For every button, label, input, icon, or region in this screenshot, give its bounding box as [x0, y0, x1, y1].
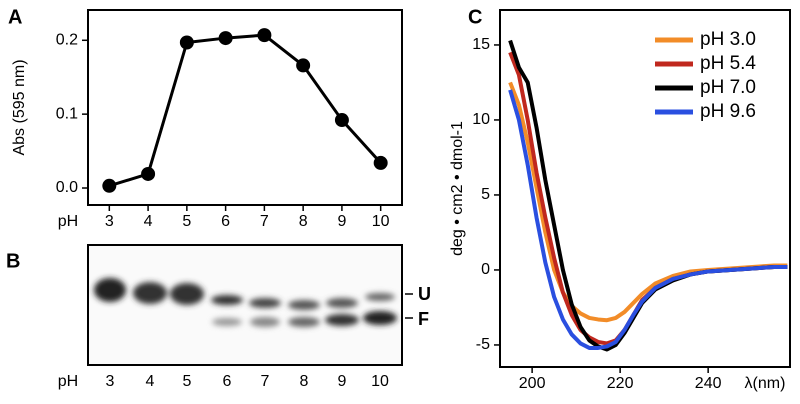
data-point — [179, 35, 194, 50]
y-tick-label: 5 — [481, 186, 490, 203]
y-tick-label: 0 — [481, 261, 490, 278]
y-tick-label: 15 — [472, 36, 490, 53]
x-tick-label: 5 — [182, 213, 191, 230]
plot-frame — [87, 9, 403, 206]
x-axis-label: pH — [58, 213, 78, 230]
data-line — [508, 89, 788, 350]
plot-frame — [499, 9, 791, 368]
x-tick-label: 240 — [695, 375, 722, 392]
data-point — [257, 28, 272, 43]
data-point — [334, 113, 349, 128]
band-label: U — [418, 284, 431, 304]
data-point — [102, 178, 117, 193]
lane-label: 6 — [223, 373, 232, 390]
gel-bands — [94, 278, 397, 327]
x-tick-label: 8 — [299, 213, 308, 230]
data-point — [373, 155, 388, 170]
lane-label: 9 — [338, 373, 347, 390]
data-point — [141, 166, 156, 181]
data-line — [108, 33, 382, 188]
legend-label: pH 9.6 — [700, 101, 756, 122]
lane-label: 7 — [261, 373, 270, 390]
data-point — [296, 58, 311, 73]
band-label: F — [418, 309, 429, 329]
x-tick-label: 3 — [105, 213, 114, 230]
y-tick-label: -5 — [476, 336, 490, 353]
panel-label: A — [8, 6, 22, 28]
y-tick-label: 0.1 — [56, 105, 78, 122]
y-axis-label: Abs (595 nm) — [11, 59, 28, 155]
lane-label: 3 — [106, 373, 115, 390]
legend-label: pH 3.0 — [700, 29, 756, 50]
x-axis-label: λ(nm) — [745, 375, 786, 392]
x-tick-label: 200 — [519, 375, 546, 392]
x-tick-label: 9 — [337, 213, 346, 230]
y-tick-label: 0.0 — [56, 179, 78, 196]
lane-label: 5 — [183, 373, 192, 390]
y-tick-label: 10 — [472, 111, 490, 128]
x-tick-label: 10 — [372, 213, 390, 230]
legend-label: pH 7.0 — [700, 77, 756, 98]
x-tick-label: 6 — [221, 213, 230, 230]
lane-label: 4 — [146, 373, 155, 390]
gel-x-label: pH — [58, 373, 78, 390]
legend-label: pH 5.4 — [700, 53, 756, 74]
y-axis-label: deg • cm2 • dmol-1 — [449, 121, 466, 256]
lane-label: 8 — [300, 373, 309, 390]
panel-label: C — [468, 6, 482, 28]
panel-label: B — [6, 250, 20, 272]
x-tick-label: 7 — [260, 213, 269, 230]
y-tick-label: 0.2 — [56, 32, 78, 49]
x-tick-label: 4 — [144, 213, 153, 230]
lane-label: 10 — [371, 373, 389, 390]
data-point — [218, 31, 233, 46]
x-tick-label: 220 — [607, 375, 634, 392]
